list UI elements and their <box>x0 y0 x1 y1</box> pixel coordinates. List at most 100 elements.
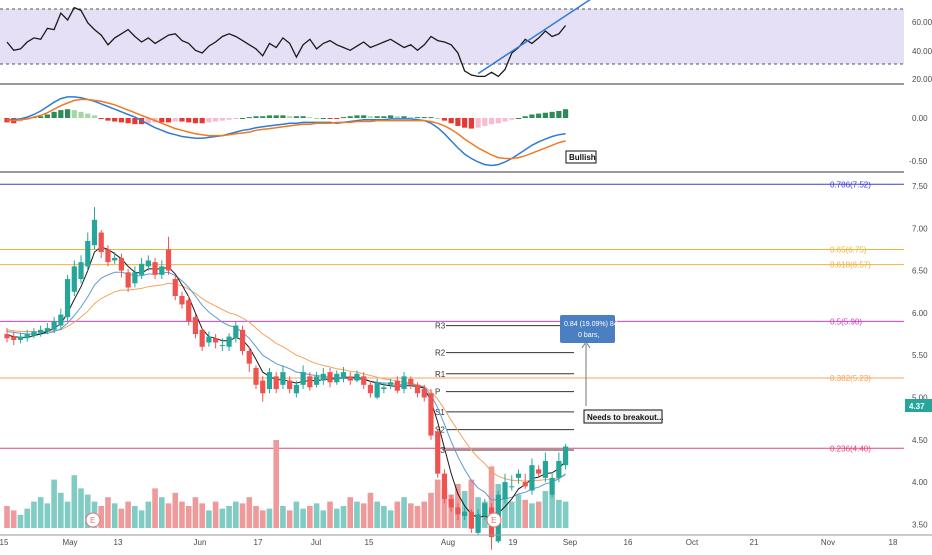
candle-body <box>58 314 64 326</box>
candle-body <box>381 387 387 390</box>
volume-bar <box>10 510 17 528</box>
volume-bar <box>508 501 515 528</box>
price-tick-label: 4.50 <box>912 436 928 445</box>
candle-body <box>287 380 293 390</box>
candle-body <box>273 376 279 390</box>
volume-bar <box>535 501 542 528</box>
volume-bar <box>556 499 562 528</box>
candle-body <box>327 372 333 383</box>
candle-body <box>213 338 219 343</box>
candle-body <box>139 263 145 275</box>
time-tick-label: 13 <box>114 538 123 547</box>
macd-histogram-bar <box>354 115 360 118</box>
volume-bar <box>414 506 421 528</box>
macd-histogram-bar <box>388 115 394 118</box>
rsi-trend-line[interactable] <box>477 0 592 75</box>
candle-body <box>522 482 528 487</box>
candle-body <box>85 240 91 267</box>
time-tick-label: Nov <box>821 538 835 547</box>
candle-body <box>421 389 427 398</box>
macd-histogram-bar <box>179 118 185 122</box>
macd-histogram-bar <box>44 114 50 118</box>
earnings-icon[interactable] <box>486 512 502 528</box>
macd-histogram-bar <box>159 118 165 123</box>
time-tick-label: Jun <box>194 538 207 547</box>
volume-bar <box>428 492 434 528</box>
candle-body <box>219 345 225 347</box>
pivot-label: R1 <box>435 370 446 379</box>
earnings-icon[interactable] <box>85 512 101 528</box>
candle-body <box>172 279 178 296</box>
measure-tooltip-line2: 0 bars, <box>578 332 599 339</box>
time-tick-label: May <box>62 538 77 547</box>
volume-bar <box>37 497 44 528</box>
candle-body <box>388 382 394 385</box>
volume-bar <box>347 497 354 528</box>
macd-histogram-bar <box>165 118 172 123</box>
macd-tick-label: 0.00 <box>912 114 928 123</box>
macd-histogram-bar <box>529 114 535 118</box>
earnings-markers: E E <box>85 512 502 528</box>
macd-histogram <box>4 109 569 129</box>
moving-average-fast <box>6 246 566 520</box>
macd-histogram-bar <box>414 117 421 119</box>
candle-body <box>206 336 212 343</box>
macd-histogram-bar <box>266 115 273 118</box>
volume-bar <box>17 514 24 528</box>
bullish-label: Bullish <box>569 153 596 162</box>
candle-body <box>509 486 515 488</box>
macd-histogram-bar <box>542 112 548 118</box>
note-text: Needs to breakout... <box>587 413 663 422</box>
volume-bar <box>280 506 286 528</box>
macd-histogram-bar <box>239 118 246 119</box>
candle-body <box>233 325 239 339</box>
macd-histogram-bar <box>556 110 562 118</box>
volume-bar <box>434 479 441 528</box>
candle-body <box>38 329 44 334</box>
candle-body <box>374 382 380 398</box>
candle-body <box>462 511 468 516</box>
note-box[interactable] <box>583 409 663 424</box>
candle-body <box>320 373 326 381</box>
macd-histogram-bar <box>536 113 542 118</box>
volume-bar <box>111 503 118 528</box>
macd-histogram-bar <box>145 118 151 124</box>
candlesticks <box>4 207 569 550</box>
volume-bar <box>273 440 279 528</box>
macd-histogram-bar <box>132 118 138 125</box>
candle-body <box>246 350 252 364</box>
candle-body <box>562 446 569 466</box>
volume-bar <box>542 491 549 528</box>
candle-body <box>226 336 232 347</box>
volume-bar <box>179 501 185 528</box>
candle-body <box>4 334 10 339</box>
pivot-label: P <box>435 388 440 397</box>
volume-bar <box>226 506 232 528</box>
price-tick-label: 6.50 <box>912 267 928 276</box>
volume-bar <box>212 501 219 528</box>
fibonacci-label: 0.5(5.90) <box>830 317 862 326</box>
volume-bar <box>199 503 205 528</box>
macd-histogram-bar <box>421 117 427 119</box>
price-tick-label: 3.50 <box>912 520 928 529</box>
macd-histogram-bar <box>441 118 448 121</box>
volume-bar <box>24 508 30 528</box>
macd-histogram-bar <box>475 118 481 128</box>
fibonacci-label: 0.236(4.40) <box>830 444 871 453</box>
earnings-icon-glyph: E <box>491 516 496 525</box>
candle-body <box>105 249 111 263</box>
candle-body <box>239 329 246 351</box>
rsi-overbought-oversold-band <box>0 9 904 64</box>
macd-histogram-bar <box>334 118 340 119</box>
moving-average-slow <box>6 282 566 482</box>
time-tick-label: 21 <box>750 538 759 547</box>
candle-body <box>11 336 17 340</box>
candle-body <box>394 380 400 391</box>
macd-histogram-bar <box>118 118 125 123</box>
candle-body <box>435 431 441 474</box>
volume-bar <box>360 503 367 528</box>
macd-histogram-bar <box>374 116 380 118</box>
volume-bar <box>239 503 246 528</box>
